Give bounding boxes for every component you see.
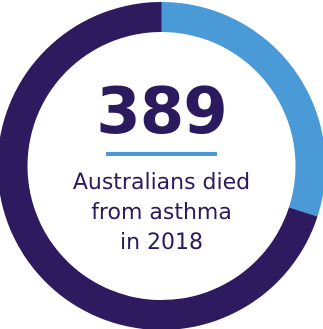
caption-line-2: from asthma xyxy=(91,200,232,225)
caption-line-1: Australians died xyxy=(72,170,251,195)
donut-slice-1 xyxy=(161,2,323,217)
stat-underline xyxy=(106,152,217,156)
caption-line-3: in 2018 xyxy=(119,230,204,255)
stat-number: 389 xyxy=(96,75,228,149)
stat-caption: Australians died from asthma in 2018 xyxy=(0,168,323,258)
